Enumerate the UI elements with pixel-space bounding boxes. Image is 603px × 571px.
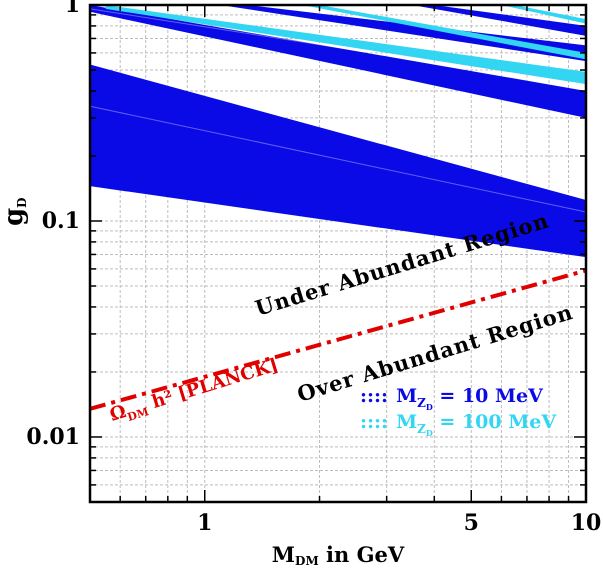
y-axis-title-sub: D [15,197,29,207]
x-tick-label: 10 [571,510,602,536]
y-axis-title-main: g [0,208,29,226]
legend-marker-100mev: :::: [360,411,388,433]
legend-entry-10mev: :::: MZD = 10 MeV [360,385,544,412]
planck-label-omega: Ω [107,401,128,426]
band-series-1-0 [105,5,586,85]
y-tick-label: 1 [65,0,80,18]
x-axis-title: MDM in GeV [272,542,405,568]
legend-entry-100mev: :::: MZD = 100 MeV [360,411,557,438]
band-seam [90,105,586,213]
y-tick-label: 0.1 [42,208,80,234]
x-axis-title-main: M [272,542,295,567]
legend-subsub-10mev: D [426,402,433,412]
y-tick-label: 0.01 [26,424,80,450]
plot-frame [88,3,588,504]
legend-sub-10mev: Z [417,396,426,410]
band-series-0-1 [90,5,586,118]
relic-density-line [90,268,586,411]
planck-label-rest: h² [PLANCK] [143,355,280,415]
relic-density-line-group [90,268,586,411]
legend-main-100mev: M [396,411,417,433]
y-axis-title: gD [0,197,29,226]
legend: :::: MZD = 10 MeV :::: MZD = 100 MeV [360,385,557,438]
band-series-1-1 [302,5,586,60]
legend-rest-100mev: = 100 MeV [433,411,558,433]
planck-line-label: ΩDM h² [PLANCK] [107,355,281,429]
band-seam [90,8,586,87]
planck-label-sub: DM [126,405,151,424]
x-axis-title-sub: DM [295,554,319,568]
band-series-0-3 [412,5,586,36]
legend-main-10mev: M [396,385,417,407]
legend-marker-10mev: :::: [360,385,388,407]
band-series-0-2 [220,5,586,62]
legend-sub-100mev: Z [417,422,426,436]
band-series-0-0 [90,64,586,258]
x-tick-label: 1 [197,510,212,536]
x-axis-title-rest: in GeV [319,542,405,567]
axis-ticks: 1 5 10 0.01 0.1 1 [26,0,601,536]
parameter-bands [90,5,586,258]
x-tick-label: 5 [464,510,479,536]
band-series-1-2 [501,5,586,24]
legend-subsub-100mev: D [426,428,433,438]
legend-rest-10mev: = 10 MeV [433,385,544,407]
